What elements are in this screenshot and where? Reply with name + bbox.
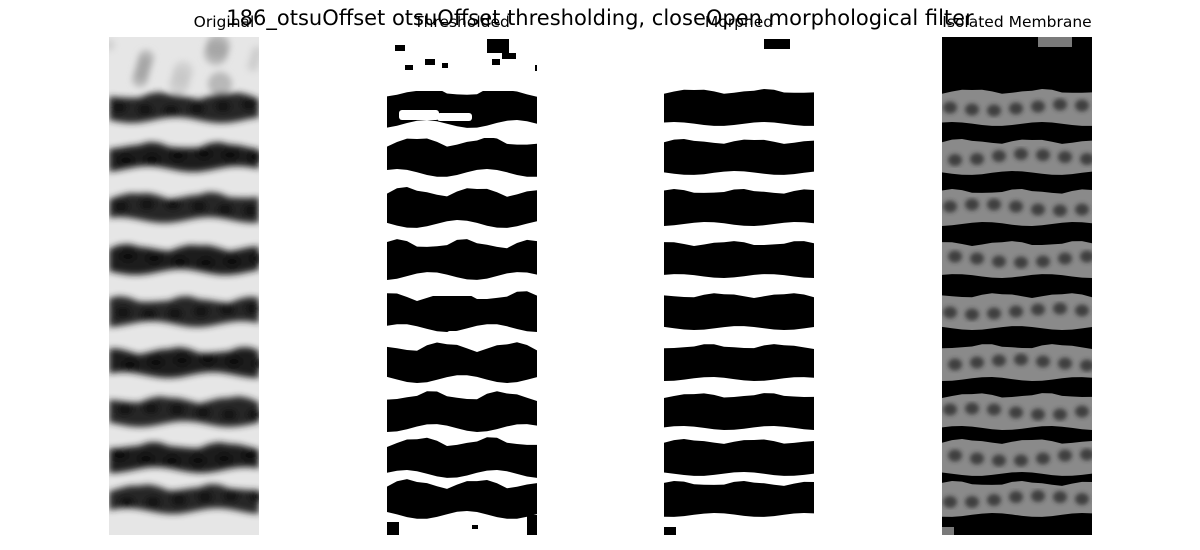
original-image-panel	[109, 37, 259, 535]
isolated-membrane-image-panel	[942, 37, 1092, 535]
morphed-image	[664, 37, 814, 535]
thresholded-image	[387, 37, 537, 535]
figure-suptitle: 186_otsuOffset otsuOffset thresholding, …	[226, 6, 974, 30]
isolated-membrane-image	[942, 37, 1092, 535]
panel-title-thresholded: Thresholded	[414, 13, 510, 31]
panel-title-original: Original	[193, 13, 255, 31]
panel-title-morphed: Morphed	[704, 13, 774, 31]
morphed-image-panel	[664, 37, 814, 535]
panel-title-isolated-membrane: Isolated Membrane	[942, 13, 1092, 31]
original-image	[109, 37, 259, 535]
thresholded-image-panel	[387, 37, 537, 535]
